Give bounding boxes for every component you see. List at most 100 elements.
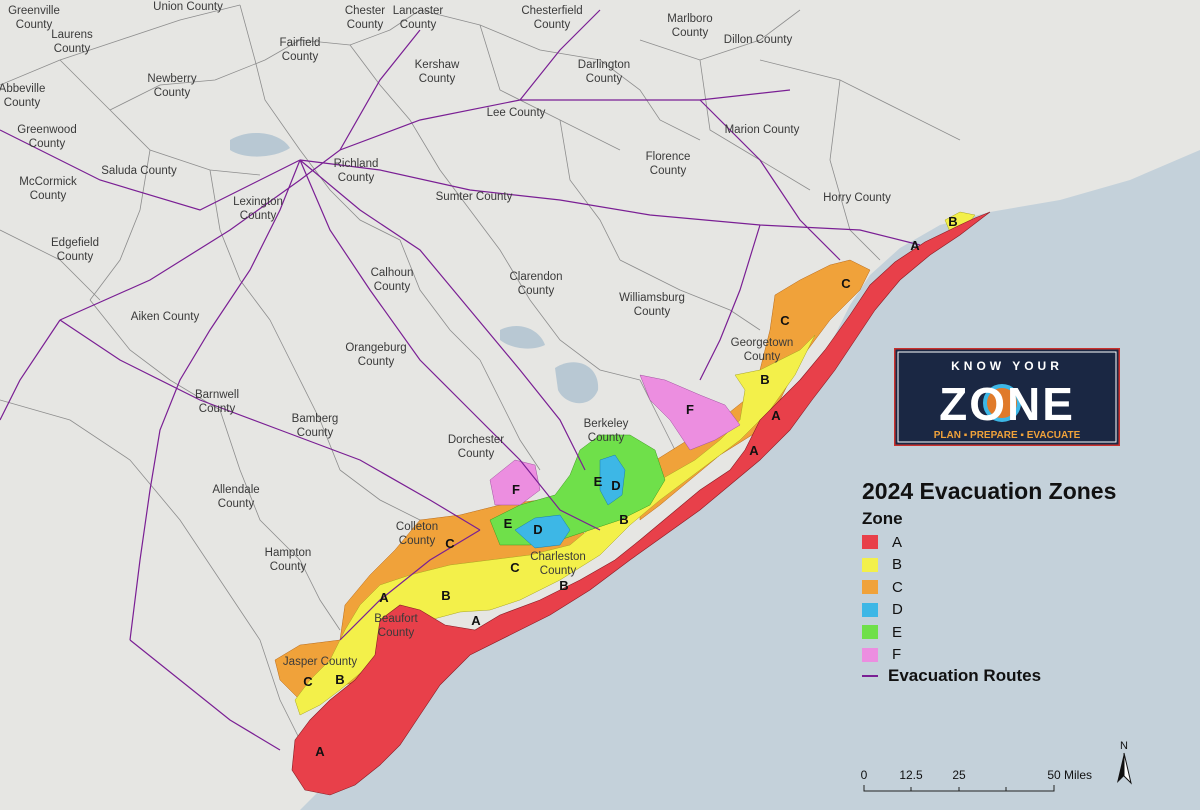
county-label: Chester County [345,5,385,31]
zone-label-f: F [512,482,520,497]
evacuation-routes [0,9,921,751]
county-label: Lexington County [233,196,283,222]
county-label: Georgetown County [731,337,794,363]
county-label: Greenville County [8,5,60,31]
legend-swatch [862,557,878,572]
zone-label-f: F [686,402,694,417]
county-label: Beaufort County [374,613,418,639]
legend-swatch [862,580,878,594]
county-label: Darlington County [578,59,630,85]
legend-label: F [892,646,902,663]
legend-swatch [862,647,878,662]
county-label: Aiken County [131,311,200,323]
county-label: Union County [153,1,223,13]
zone-label-c: C [841,276,851,291]
legend-item-zone-b: B [862,555,902,575]
zone-label-b: B [948,214,957,229]
zone-label-d: D [611,478,620,493]
zone-label-e: E [504,516,513,531]
county-label: Dorchester County [448,434,504,460]
legend-label: A [892,533,903,551]
county-label: Colleton County [396,521,438,547]
county-label: Horry County [823,192,891,204]
scale-tick-label: 25 [952,768,966,782]
legend-item-zone-c: C [862,577,903,597]
legend-item-zone-a: A [862,532,902,552]
county-label: Jasper County [283,656,357,668]
logo-line2: ZONE [939,378,1075,430]
map-title: 2024 Evacuation Zones [862,478,1117,504]
zone-label-c: C [780,313,790,328]
legend-swatch [862,625,878,639]
zone-label-a: A [315,744,325,759]
legend-label: E [892,623,903,641]
zone-label-b: B [760,372,769,387]
zone-label-b: B [619,512,628,527]
legend-item-zone-f: F [862,645,901,665]
county-label: Florence County [646,151,691,177]
zone-label-a: A [749,443,759,458]
county-label: Bamberg County [292,413,339,439]
county-label: Allendale County [212,484,259,510]
county-label: Barnwell County [195,389,239,415]
legend-label: C [892,578,903,596]
county-label: Saluda County [101,165,177,177]
county-label: Abbeville County [0,83,45,109]
legend-swatch [862,535,878,549]
hurricane-icon [983,384,1021,422]
legend-swatch [862,602,878,617]
county-label: Marion County [725,124,800,136]
zone-label-c: C [445,536,455,551]
county-label: Fairfield County [280,37,321,63]
north-label: N [1120,740,1128,752]
county-label: Charleston County [530,551,586,577]
county-label: Kershaw County [415,59,460,85]
know-your-zone-logo: KNOW YOUR ZONE PLAN ▪ PREPARE ▪ EVACUATE [894,348,1120,446]
county-label: Calhoun County [371,267,414,293]
legend-label: D [892,601,903,618]
scale-tick-label: 12.5 [899,768,923,782]
county-label: Clarendon County [509,271,562,297]
county-label: Sumter County [436,191,513,203]
county-label: Chesterfield County [521,5,582,31]
zone-label-b: B [335,672,344,687]
county-label: Berkeley County [584,418,629,444]
legend-heading: Zone [862,509,903,528]
zone-label-a: A [471,613,481,628]
legend-item-zone-e: E [862,622,902,642]
zone-label-a: A [379,590,389,605]
zone-label-b: B [559,578,568,593]
zone-label-c: C [303,674,313,689]
county-label: Marlboro County [667,13,712,39]
county-label: Williamsburg County [619,292,685,318]
legend-label: B [892,556,903,573]
logo-line3: PLAN ▪ PREPARE ▪ EVACUATE [934,430,1081,441]
ocean [300,150,1200,810]
zone-d-region [514,454,626,549]
county-label: Greenwood County [17,124,76,150]
county-borders [0,4,961,741]
north-arrow-icon: N [1117,740,1132,785]
lakes [230,133,599,404]
county-label: Lee County [487,107,546,119]
county-label: Laurens County [51,29,93,55]
zone-label-d: D [533,522,542,537]
zone-label-c: C [510,560,520,575]
zone-label-a: A [910,238,920,253]
zone-f-region [489,374,741,506]
scale-bar: 0 12.5 25 50 Miles [861,768,1092,792]
county-label: McCormick County [19,176,77,202]
zone-a-region [291,211,991,796]
zone-label-a: A [771,408,781,423]
legend-routes-label: Evacuation Routes [888,666,1042,685]
scale-tick-label: 50 [1047,768,1061,782]
route-line-icon [862,675,878,677]
legend-evacuation-routes: Evacuation Routes [862,666,1041,686]
county-label: Dillon County [724,34,793,46]
county-label: Edgefield County [51,237,99,263]
county-label: Lancaster County [393,5,444,31]
scale-unit: Miles [1064,768,1092,782]
legend-item-zone-d: D [862,600,903,620]
logo-line1: KNOW YOUR [951,359,1063,373]
scale-tick-label: 0 [861,768,868,782]
